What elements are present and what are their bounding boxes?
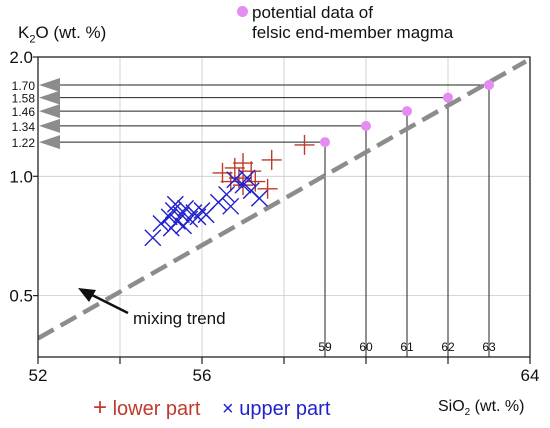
y-tick-label: 2.0: [9, 48, 33, 67]
axis-ticks: 52 56 64 0.5 1.0 2.0: [9, 48, 539, 385]
felsic-points: [320, 79, 494, 148]
upper-part-marker: [166, 195, 184, 213]
lower-part-marker: [220, 171, 241, 192]
y-axis-arrow: [39, 90, 60, 105]
y-tick-label: 1.0: [9, 167, 33, 186]
data-markers: [144, 134, 315, 247]
lower-part-marker: [224, 157, 245, 178]
y-axis-arrow: [39, 77, 60, 92]
lower-part-marker: [233, 153, 253, 174]
felsic-legend-line2: felsic end-member magma: [252, 23, 454, 42]
marker-stroke: [166, 195, 184, 213]
marker-stroke: [218, 185, 236, 203]
lower-part-marker: [245, 171, 266, 192]
felsic-y-label: 1.34: [12, 120, 36, 134]
y-arrows: 1.22 59 1.34 60 1.46 61 1.58 62 1.70 63: [12, 77, 496, 354]
x-axis-title-post: (wt. %): [470, 398, 525, 415]
lower-part-marker: [257, 178, 278, 199]
marker-stroke: [144, 229, 162, 247]
upper-part-legend-mark: ×: [221, 398, 234, 420]
upper-part-marker: [177, 199, 195, 217]
annotation-arrow-shaft: [87, 291, 129, 315]
y-axis-title: K2O (wt. %): [18, 23, 106, 45]
marker-stroke: [238, 169, 256, 187]
y-axis-title-pre: K: [18, 23, 30, 42]
mixing-trend: [38, 59, 528, 341]
y-axis-title-post: O (wt. %): [35, 23, 107, 42]
reference-lines: [58, 84, 490, 357]
upper-part-marker: [250, 189, 268, 207]
upper-part-marker: [222, 197, 240, 215]
felsic-legend-line1: potential data of: [252, 3, 373, 22]
x-tick-label: 64: [521, 366, 540, 385]
y-axis-arrow: [39, 118, 60, 133]
felsic-y-label: 1.70: [12, 79, 36, 93]
lower-part-marker: [294, 134, 315, 155]
marker-stroke: [177, 199, 195, 217]
marker-stroke: [164, 201, 182, 219]
x-axis-title: SiO2 (wt. %): [438, 398, 524, 418]
felsic-y-label: 1.22: [12, 136, 36, 150]
upper-part-marker: [175, 217, 193, 235]
marker-stroke: [222, 197, 240, 215]
mixing-trend-arrow: [78, 288, 129, 315]
felsic-y-label: 1.46: [12, 105, 36, 119]
x-tick-label: 52: [29, 366, 48, 385]
y-axis-arrow: [39, 135, 60, 150]
upper-part-marker: [238, 169, 256, 187]
x-axis-title-pre: SiO: [438, 398, 465, 415]
y-tick-label: 0.5: [9, 287, 33, 306]
mixing-trend-line: [38, 59, 528, 341]
x-axis-title-sub: 2: [464, 407, 471, 419]
lower-part-marker: [212, 162, 233, 183]
lower-part-legend-mark: +: [93, 394, 108, 421]
upper-part-legend-label: upper part: [239, 398, 331, 420]
lower-part-legend-label: lower part: [112, 398, 201, 420]
felsic-y-label: 1.58: [12, 92, 36, 106]
felsic-legend: potential data of felsic end-member magm…: [237, 3, 453, 43]
felsic-x-label: 61: [400, 340, 414, 354]
marker-stroke: [250, 189, 268, 207]
marker-stroke: [226, 171, 244, 189]
annotation-arrow-head: [78, 288, 96, 302]
y-axis-title-sub: 2: [29, 33, 36, 46]
series-legend: + lower part × upper part: [93, 394, 331, 421]
felsic-point: [320, 137, 330, 148]
upper-part-marker: [144, 229, 162, 247]
felsic-point: [484, 79, 494, 90]
felsic-legend-dot: [237, 6, 248, 17]
lower-part-marker: [261, 149, 282, 170]
y-axis-arrow: [39, 104, 60, 119]
felsic-x-label: 63: [482, 340, 496, 354]
felsic-point: [361, 120, 371, 131]
marker-stroke: [162, 219, 180, 237]
x-tick-label: 56: [193, 366, 212, 385]
felsic-x-label: 62: [441, 340, 455, 354]
marker-stroke: [175, 217, 193, 235]
upper-part-marker: [218, 185, 236, 203]
felsic-point: [402, 106, 412, 117]
mixing-trend-label: mixing trend: [133, 309, 226, 328]
felsic-x-label: 60: [359, 340, 373, 354]
felsic-x-label: 59: [318, 340, 332, 354]
felsic-point: [443, 92, 453, 103]
